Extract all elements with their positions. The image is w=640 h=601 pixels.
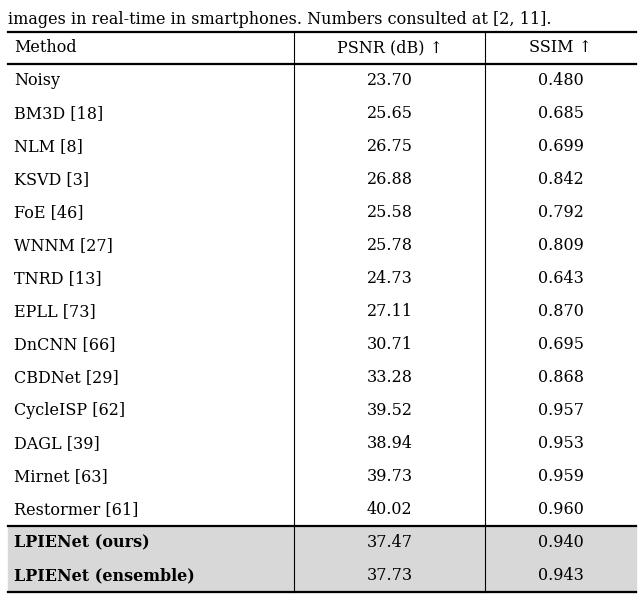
Text: FoE [46]: FoE [46] — [14, 204, 83, 221]
Text: 26.75: 26.75 — [367, 138, 413, 155]
Text: 24.73: 24.73 — [367, 270, 412, 287]
Text: DnCNN [66]: DnCNN [66] — [14, 336, 115, 353]
Text: 26.88: 26.88 — [367, 171, 413, 188]
Text: 25.58: 25.58 — [367, 204, 413, 221]
Text: 0.480: 0.480 — [538, 72, 584, 89]
Text: CBDNet [29]: CBDNet [29] — [14, 369, 119, 386]
Text: 33.28: 33.28 — [367, 369, 413, 386]
Text: 38.94: 38.94 — [367, 435, 413, 452]
Text: images in real-time in smartphones. Numbers consulted at [2, 11].: images in real-time in smartphones. Numb… — [8, 10, 552, 28]
Text: SSIM ↑: SSIM ↑ — [529, 40, 592, 56]
Text: 0.643: 0.643 — [538, 270, 584, 287]
Text: 0.943: 0.943 — [538, 567, 584, 584]
Text: 0.842: 0.842 — [538, 171, 584, 188]
Text: NLM [8]: NLM [8] — [14, 138, 83, 155]
Text: CycleISP [62]: CycleISP [62] — [14, 402, 125, 419]
Bar — [8, 526, 636, 592]
Text: TNRD [13]: TNRD [13] — [14, 270, 102, 287]
Text: 0.940: 0.940 — [538, 534, 584, 551]
Text: 0.809: 0.809 — [538, 237, 584, 254]
Text: LPIENet (ours): LPIENet (ours) — [14, 534, 150, 551]
Text: 0.699: 0.699 — [538, 138, 584, 155]
Text: 39.52: 39.52 — [367, 402, 413, 419]
Text: 0.695: 0.695 — [538, 336, 584, 353]
Text: 23.70: 23.70 — [367, 72, 412, 89]
Text: 0.870: 0.870 — [538, 303, 584, 320]
Text: 37.47: 37.47 — [367, 534, 413, 551]
Text: 39.73: 39.73 — [367, 468, 413, 485]
Text: EPLL [73]: EPLL [73] — [14, 303, 96, 320]
Text: LPIENet (ensemble): LPIENet (ensemble) — [14, 567, 195, 584]
Text: Noisy: Noisy — [14, 72, 60, 89]
Text: 27.11: 27.11 — [367, 303, 413, 320]
Text: Restormer [61]: Restormer [61] — [14, 501, 138, 518]
Text: 30.71: 30.71 — [367, 336, 413, 353]
Text: WNNM [27]: WNNM [27] — [14, 237, 113, 254]
Text: 37.73: 37.73 — [367, 567, 413, 584]
Text: 0.959: 0.959 — [538, 468, 584, 485]
Text: 25.65: 25.65 — [367, 105, 413, 122]
Text: 0.685: 0.685 — [538, 105, 584, 122]
Text: DAGL [39]: DAGL [39] — [14, 435, 100, 452]
Text: 0.953: 0.953 — [538, 435, 584, 452]
Text: 0.957: 0.957 — [538, 402, 584, 419]
Text: Method: Method — [14, 40, 77, 56]
Text: 0.868: 0.868 — [538, 369, 584, 386]
Text: PSNR (dB) ↑: PSNR (dB) ↑ — [337, 40, 442, 56]
Text: 25.78: 25.78 — [367, 237, 413, 254]
Text: BM3D [18]: BM3D [18] — [14, 105, 103, 122]
Text: 40.02: 40.02 — [367, 501, 412, 518]
Text: 0.960: 0.960 — [538, 501, 584, 518]
Text: 0.792: 0.792 — [538, 204, 584, 221]
Text: Mirnet [63]: Mirnet [63] — [14, 468, 108, 485]
Text: KSVD [3]: KSVD [3] — [14, 171, 89, 188]
